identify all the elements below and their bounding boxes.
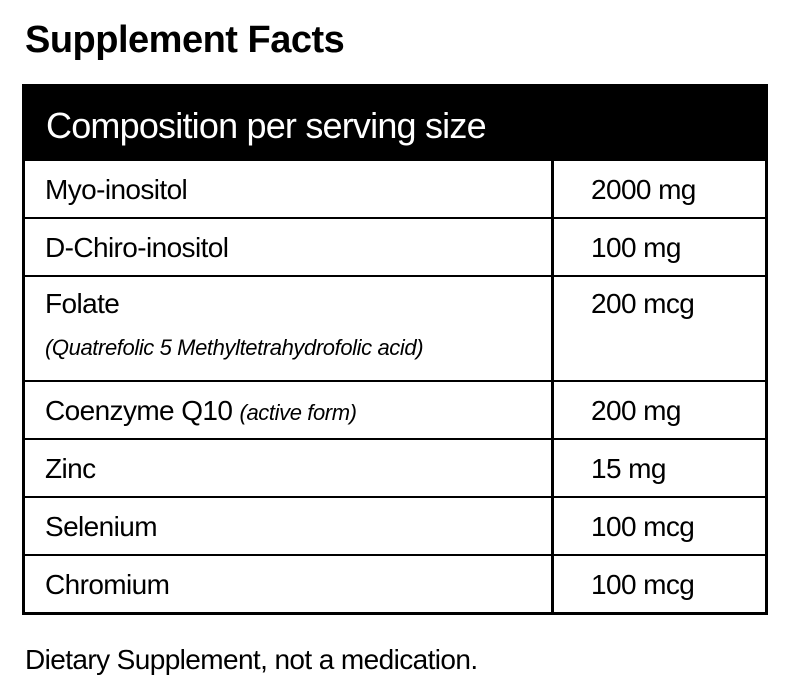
ingredient-amount: 100 mg: [591, 232, 681, 263]
ingredient-amount: 200 mcg: [591, 288, 695, 319]
ingredient-note: (active form): [239, 400, 357, 425]
ingredient-name: Myo-inositol: [25, 161, 554, 217]
ingredient-note: (Quatrefolic 5 Methyltetrahydrofolic aci…: [45, 335, 424, 360]
page-title: Supplement Facts: [25, 19, 345, 61]
table-header: Composition per serving size: [25, 87, 765, 159]
ingredient-name: Coenzyme Q10: [45, 395, 233, 426]
table-row-chromium: Chromium 100 mcg: [25, 554, 765, 612]
table-row-folate: Folate (Quatrefolic 5 Methyltetrahydrofo…: [25, 275, 765, 380]
ingredient-amount: 100 mcg: [591, 569, 695, 600]
table-row-coenzyme-q10: Coenzyme Q10 (active form) 200 mg: [25, 380, 765, 438]
disclaimer-text: Dietary Supplement, not a medication.: [25, 644, 478, 675]
ingredient-name: D-Chiro-inositol: [25, 219, 554, 275]
ingredient-name: Selenium: [25, 498, 554, 554]
ingredient-amount: 100 mcg: [591, 511, 695, 542]
table-row-selenium: Selenium 100 mcg: [25, 496, 765, 554]
ingredient-cell: Folate (Quatrefolic 5 Methyltetrahydrofo…: [25, 277, 554, 380]
ingredient-amount: 15 mg: [591, 453, 666, 484]
table-row-d-chiro-inositol: D-Chiro-inositol 100 mg: [25, 217, 765, 275]
ingredient-name: Folate: [45, 288, 120, 319]
ingredient-amount: 200 mg: [591, 395, 681, 426]
table-row-myo-inositol: Myo-inositol 2000 mg: [25, 159, 765, 217]
ingredient-amount: 2000 mg: [591, 174, 696, 205]
ingredient-name: Chromium: [25, 556, 554, 612]
table-row-zinc: Zinc 15 mg: [25, 438, 765, 496]
ingredient-name: Zinc: [25, 440, 554, 496]
supplement-facts-table: Composition per serving size Myo-inosito…: [22, 84, 768, 615]
ingredient-cell: Coenzyme Q10 (active form): [25, 382, 554, 438]
